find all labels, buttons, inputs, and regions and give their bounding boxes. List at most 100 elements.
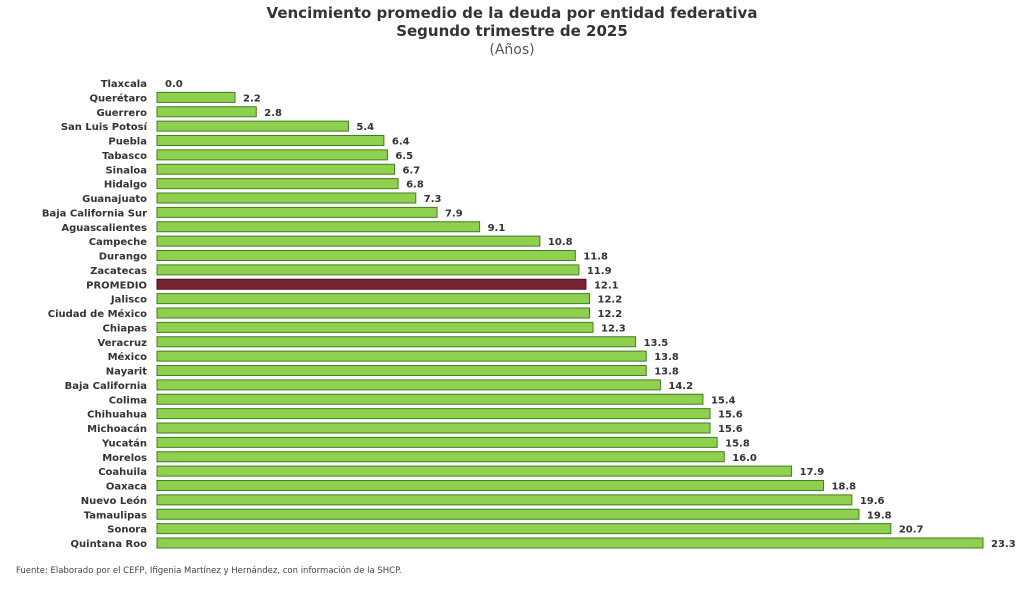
data-label: 15.8 xyxy=(725,438,750,449)
bar xyxy=(156,192,417,204)
bar xyxy=(156,250,576,261)
data-label: 6.7 xyxy=(403,165,421,176)
category-label: Querétaro xyxy=(90,92,148,104)
bar xyxy=(156,408,711,420)
category-label: Sinaloa xyxy=(105,165,147,176)
data-label: 7.3 xyxy=(424,194,442,205)
bar xyxy=(156,135,385,146)
category-label: Morelos xyxy=(102,453,147,464)
bar xyxy=(156,206,438,218)
bar xyxy=(156,293,590,305)
data-label: 2.2 xyxy=(243,93,261,104)
data-label: 16.0 xyxy=(732,453,757,464)
category-label: Chihuahua xyxy=(87,410,147,421)
category-label: Colima xyxy=(109,395,147,406)
data-label: 7.9 xyxy=(445,208,463,219)
data-label: 14.2 xyxy=(668,381,693,392)
bar xyxy=(156,307,590,319)
bar xyxy=(156,365,647,376)
data-label: 19.8 xyxy=(867,510,892,521)
bar xyxy=(156,436,718,448)
bar xyxy=(156,120,349,132)
category-label: Tabasco xyxy=(102,151,147,162)
category-label: Michoacán xyxy=(87,423,147,435)
category-label: Ciudad de México xyxy=(48,308,147,320)
data-label: 10.8 xyxy=(548,237,573,248)
category-label: Yucatán xyxy=(101,437,147,449)
bar xyxy=(156,91,236,103)
data-label: 15.6 xyxy=(718,410,743,421)
data-label: 12.2 xyxy=(597,309,622,320)
data-label: 20.7 xyxy=(899,525,924,536)
bar xyxy=(156,480,824,491)
bar xyxy=(156,537,984,549)
data-label: 12.2 xyxy=(597,295,622,306)
category-label: Puebla xyxy=(108,137,147,148)
bar xyxy=(156,451,725,463)
category-label: Baja California xyxy=(65,381,147,392)
category-label: Jalisco xyxy=(110,295,147,306)
bar xyxy=(156,264,580,276)
bar xyxy=(156,379,661,391)
data-label: 11.8 xyxy=(583,252,608,263)
category-label: Guanajuato xyxy=(82,194,147,205)
chart-subtitle: Segundo trimestre de 2025 xyxy=(396,22,628,40)
category-label: Tlaxcala xyxy=(101,79,147,90)
data-label: 6.5 xyxy=(395,151,413,162)
data-label: 0.0 xyxy=(165,79,183,90)
category-label: Oaxaca xyxy=(106,482,147,493)
bar xyxy=(156,321,594,333)
data-label: 15.4 xyxy=(711,395,736,406)
bar xyxy=(156,336,637,348)
data-label: 12.1 xyxy=(594,280,619,291)
bar xyxy=(156,422,711,434)
category-label: Zacatecas xyxy=(90,266,147,277)
data-label: 5.4 xyxy=(356,122,374,133)
bar xyxy=(156,106,257,118)
bar xyxy=(156,163,396,175)
category-label: Sonora xyxy=(107,525,147,536)
data-label: 23.3 xyxy=(991,539,1016,550)
data-label: 6.4 xyxy=(392,137,410,148)
category-label: Quintana Roo xyxy=(71,539,148,550)
category-label: Tamaulipas xyxy=(84,510,147,521)
source-note: Fuente: Elaborado por el CEFP, Ifigenia … xyxy=(16,566,402,576)
category-label: Nuevo León xyxy=(81,495,147,507)
bar-promedio xyxy=(156,278,587,290)
data-label: 19.6 xyxy=(860,496,885,507)
bar xyxy=(156,465,793,477)
data-label: 9.1 xyxy=(488,223,506,234)
category-label: Campeche xyxy=(89,237,147,248)
data-label: 18.8 xyxy=(831,482,856,493)
chart-unit-label: (Años) xyxy=(489,42,535,58)
bar xyxy=(156,494,853,506)
data-label: 15.6 xyxy=(718,424,743,435)
category-label: San Luis Potosí xyxy=(61,121,148,133)
data-label: 13.8 xyxy=(654,352,679,363)
bar xyxy=(156,350,647,362)
bar xyxy=(156,149,388,161)
category-label: Chiapas xyxy=(103,323,148,334)
bar xyxy=(156,523,892,535)
category-label: Baja California Sur xyxy=(42,208,147,219)
category-label: Guerrero xyxy=(96,108,147,119)
bar xyxy=(156,178,399,190)
data-label: 13.8 xyxy=(654,367,679,378)
data-label: 2.8 xyxy=(264,108,282,119)
category-label: PROMEDIO xyxy=(86,280,147,291)
data-label: 12.3 xyxy=(601,323,626,334)
bar xyxy=(156,508,860,520)
category-label: México xyxy=(108,351,148,363)
category-label: Hidalgo xyxy=(104,180,147,191)
bar xyxy=(156,221,481,233)
bar xyxy=(156,235,541,247)
category-label: Durango xyxy=(99,252,147,263)
category-label: Aguascalientes xyxy=(61,223,147,234)
category-label: Nayarit xyxy=(106,367,147,378)
category-label: Veracruz xyxy=(98,338,148,349)
data-label: 11.9 xyxy=(587,266,612,277)
data-label: 13.5 xyxy=(644,338,669,349)
chart-title: Vencimiento promedio de la deuda por ent… xyxy=(266,4,758,22)
category-label: Coahuila xyxy=(98,467,147,478)
